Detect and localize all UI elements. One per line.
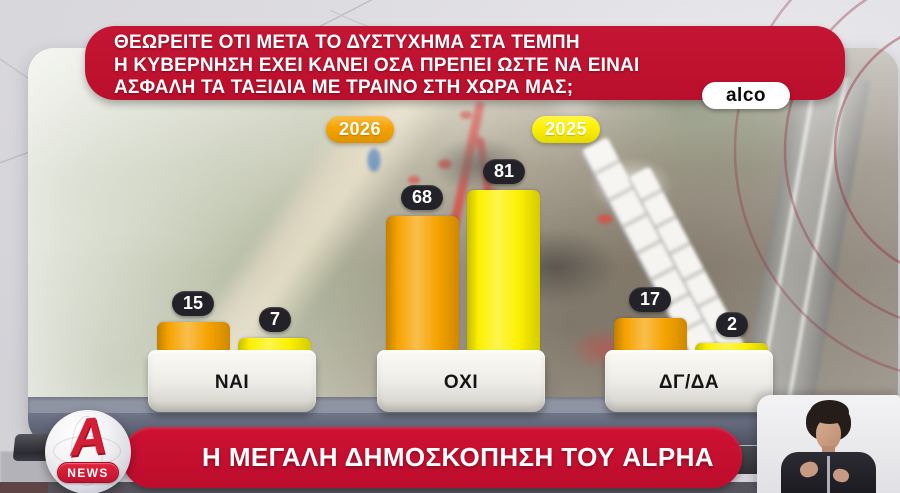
interpreter-face bbox=[816, 419, 841, 450]
question-banner: ΘΕΩΡΕΙΤΕ ΟΤΙ ΜΕΤΑ ΤΟ ΔΥΣΤΥΧΗΜΑ ΣΤΑ ΤΕΜΠΗ… bbox=[85, 26, 845, 100]
interpreter-zipper bbox=[827, 456, 830, 493]
interpreter-neck bbox=[822, 446, 835, 455]
legend-pill-2026: 2026 bbox=[326, 116, 394, 143]
news-badge: NEWS bbox=[57, 462, 119, 483]
globe-gridline bbox=[71, 416, 103, 486]
pollster-badge: alco bbox=[702, 82, 790, 109]
question-line-1: ΘΕΩΡΕΙΤΕ ΟΤΙ ΜΕΤΑ ΤΟ ΔΥΣΤΥΧΗΜΑ ΣΤΑ ΤΕΜΠΗ bbox=[114, 32, 580, 53]
alpha-news-logo: A NEWS bbox=[45, 406, 131, 493]
footer-shadow-strip-left bbox=[0, 482, 48, 493]
question-line-2: Η ΚΥΒΕΡΝΗΣΗ ΕΧΕΙ ΚΑΝΕΙ ΟΣΑ ΠΡΕΠΕΙ ΩΣΤΕ Ν… bbox=[114, 54, 640, 76]
legend-pill-2025: 2025 bbox=[532, 116, 600, 143]
headline-banner: Η ΜΕΓΑΛΗ ΔΗΜΟΣΚΟΠΗΣΗ ΤΟΥ ALPHA bbox=[122, 427, 742, 488]
interpreter-hair-fringe bbox=[810, 400, 849, 424]
question-line-3: ΑΣΦΑΛΗ ΤΑ ΤΑΞΙΔΙΑ ΜΕ ΤΡΑΙΝΟ ΣΤΗ ΧΩΡΑ ΜΑΣ… bbox=[114, 77, 574, 98]
headline-text: Η ΜΕΓΑΛΗ ΔΗΜΟΣΚΟΠΗΣΗ ΤΟΥ ALPHA bbox=[202, 442, 714, 472]
alpha-letter-icon: A bbox=[66, 406, 110, 468]
sign-language-interpreter bbox=[757, 395, 900, 493]
